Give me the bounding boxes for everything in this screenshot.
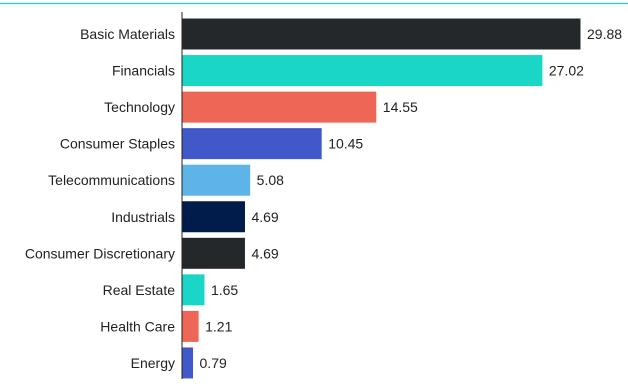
value-label: 27.02	[549, 63, 584, 79]
value-label: 4.69	[251, 209, 278, 225]
value-label: 5.08	[257, 172, 284, 188]
category-label: Consumer Staples	[60, 136, 175, 152]
bar	[182, 128, 322, 160]
bars-layer: Basic Materials 29.88 Financials 27.02 Techn…	[25, 18, 622, 379]
value-label: 14.55	[383, 99, 418, 115]
bar	[182, 55, 543, 87]
bar	[182, 91, 377, 123]
value-label: 29.88	[587, 26, 622, 42]
bar-row: Consumer Staples 10.45	[60, 128, 363, 160]
bar-row: Basic Materials 29.88	[80, 18, 622, 50]
bar	[182, 274, 205, 306]
bar	[182, 201, 245, 233]
category-label: Consumer Discretionary	[25, 245, 175, 261]
bar	[182, 347, 194, 379]
bar-row: Technology 14.55	[104, 91, 418, 123]
value-label: 1.21	[205, 318, 232, 334]
bar	[182, 18, 581, 50]
bar-row: Telecommunications 5.08	[48, 164, 284, 196]
category-label: Real Estate	[103, 282, 176, 298]
bar-row: Consumer Discretionary 4.69	[25, 237, 279, 269]
category-label: Basic Materials	[80, 26, 175, 42]
category-label: Financials	[112, 63, 175, 79]
category-label: Technology	[104, 99, 175, 115]
bar-row: Health Care 1.21	[100, 310, 233, 342]
value-label: 1.65	[211, 282, 238, 298]
bar-row: Real Estate 1.65	[103, 274, 238, 306]
bar	[182, 310, 199, 342]
value-label: 10.45	[328, 136, 363, 152]
category-label: Energy	[131, 355, 175, 371]
value-label: 0.79	[200, 355, 227, 371]
bar	[182, 164, 251, 196]
bar-row: Industrials 4.69	[111, 201, 279, 233]
category-label: Industrials	[111, 209, 175, 225]
category-label: Health Care	[100, 318, 175, 334]
bar-row: Energy 0.79	[131, 347, 227, 379]
bar-row: Financials 27.02	[112, 55, 584, 87]
bar	[182, 237, 245, 269]
category-label: Telecommunications	[48, 172, 175, 188]
value-label: 4.69	[251, 245, 278, 261]
